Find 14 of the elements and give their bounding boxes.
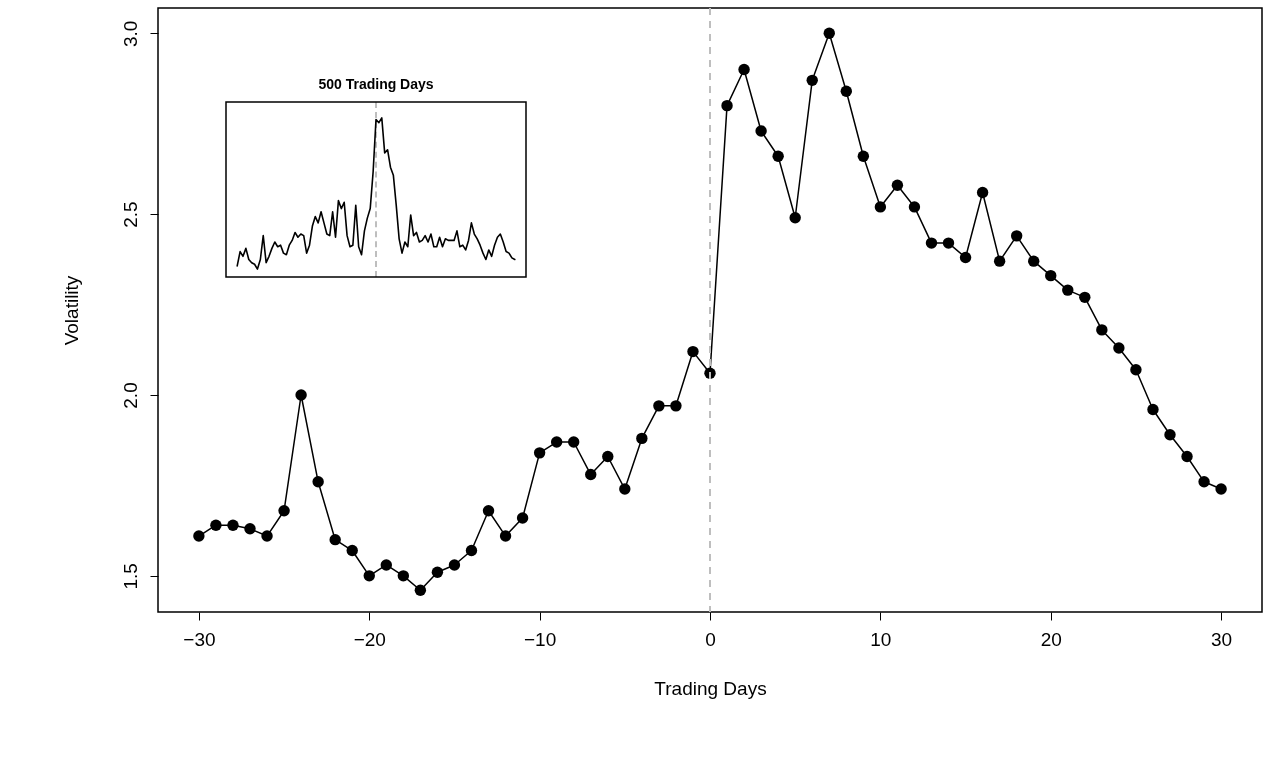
x-tick-label: −10	[524, 628, 557, 650]
y-tick-label: 3.0	[119, 20, 141, 48]
x-axis-title: Trading Days	[654, 677, 767, 699]
x-tick-label: 10	[870, 628, 892, 650]
x-tick-label: −20	[353, 628, 386, 650]
chart-title: 500 Trading Days	[318, 76, 434, 92]
y-tick-label: 2.5	[119, 201, 141, 228]
y-tick-label: 1.5	[119, 563, 141, 590]
x-tick-label: −30	[183, 628, 216, 650]
y-tick-label: 2.0	[119, 382, 141, 409]
y-axis-title: Volatility	[60, 275, 82, 346]
x-tick-label: 20	[1040, 628, 1062, 650]
x-tick-label: 30	[1211, 628, 1233, 650]
x-tick-label: 0	[705, 628, 716, 650]
